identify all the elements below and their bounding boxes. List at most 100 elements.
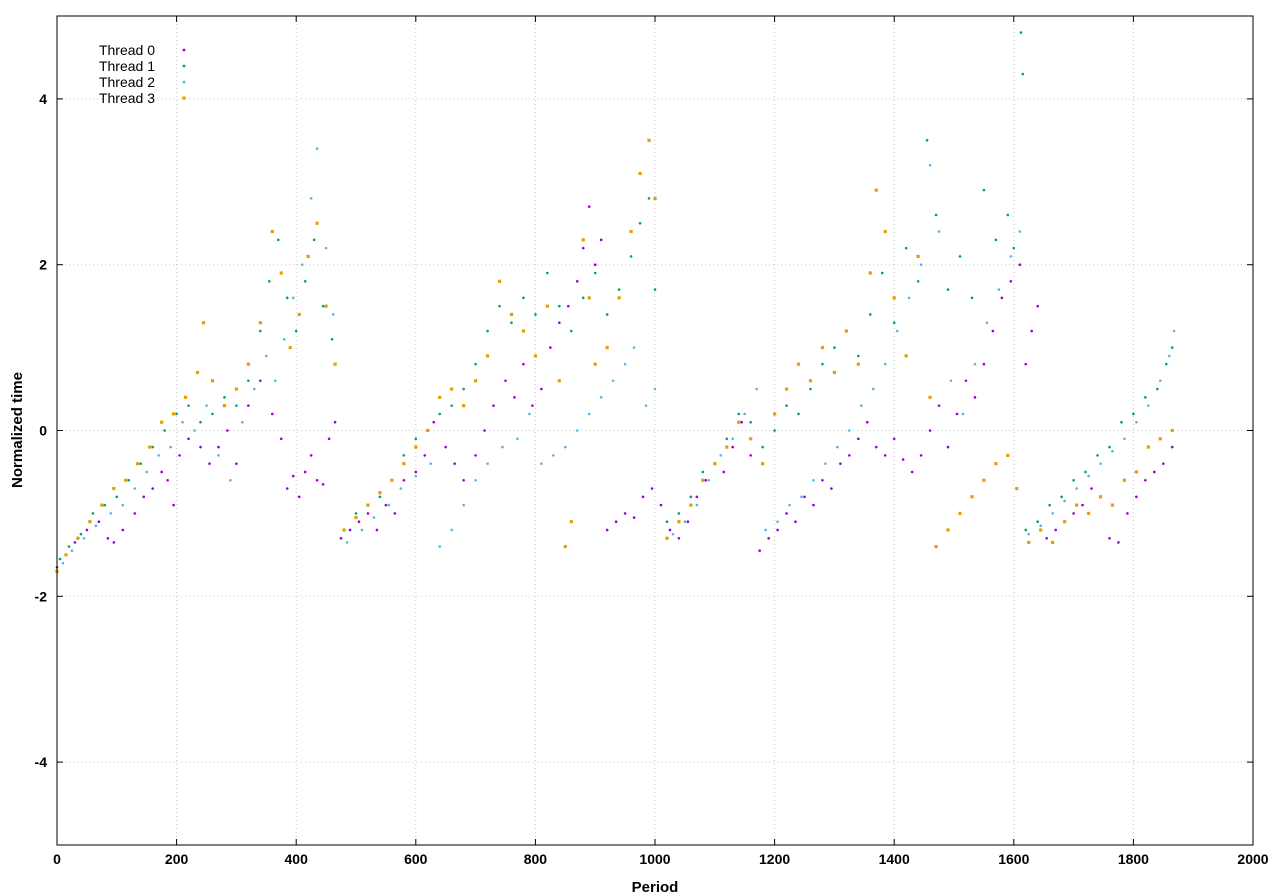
data-point (426, 428, 430, 433)
data-point (1099, 462, 1102, 465)
data-point (737, 420, 741, 424)
data-point (731, 445, 735, 449)
data-point (958, 511, 962, 515)
data-point (148, 445, 152, 449)
data-point (749, 437, 753, 441)
data-point (1084, 470, 1087, 474)
data-point (509, 312, 514, 317)
data-point (187, 404, 190, 407)
data-point (569, 329, 573, 333)
data-point (848, 454, 851, 457)
data-point (199, 445, 202, 449)
data-point (270, 229, 274, 234)
data-point (1051, 512, 1054, 515)
data-point (1036, 304, 1040, 308)
data-point (259, 379, 262, 383)
data-point (671, 532, 675, 536)
data-point (339, 536, 343, 540)
data-point (330, 338, 334, 341)
data-point (701, 478, 705, 482)
data-point (1158, 437, 1162, 441)
data-point (895, 329, 899, 333)
data-point (761, 445, 764, 449)
data-point (73, 541, 77, 544)
data-point (844, 329, 848, 333)
data-point (767, 536, 770, 540)
data-point (820, 346, 825, 350)
data-point (581, 246, 585, 250)
data-point (504, 379, 507, 383)
data-point (1021, 72, 1025, 76)
data-point (949, 379, 953, 383)
data-point (653, 196, 657, 200)
data-point (1048, 503, 1051, 507)
data-point (145, 470, 148, 474)
data-point (1120, 420, 1123, 424)
data-point (722, 470, 726, 474)
data-point (1024, 362, 1028, 366)
y-tick-label: 2 (39, 257, 47, 273)
data-point (324, 246, 328, 250)
data-point (707, 478, 711, 482)
data-point (1074, 503, 1079, 507)
data-point (1087, 474, 1090, 478)
data-point (531, 404, 534, 407)
data-point (393, 512, 397, 515)
data-point (794, 520, 797, 523)
data-point (133, 512, 137, 515)
data-point (384, 503, 388, 507)
data-point (474, 454, 477, 457)
data-point (907, 296, 911, 300)
data-point (1051, 540, 1055, 545)
data-point (360, 528, 364, 532)
data-point (273, 379, 277, 383)
data-point (833, 346, 836, 349)
data-point (740, 420, 744, 424)
data-point (106, 536, 110, 540)
data-point (375, 528, 379, 532)
data-point (1096, 454, 1099, 457)
axis-ticks (56, 16, 1254, 845)
data-point (668, 528, 672, 532)
data-point (315, 478, 319, 482)
data-point (76, 536, 80, 540)
data-point (112, 486, 116, 491)
data-point (513, 396, 516, 399)
data-point (285, 487, 289, 490)
data-point (773, 429, 776, 432)
data-point (109, 512, 113, 515)
data-point (1012, 246, 1016, 250)
data-point (321, 304, 325, 308)
data-point (85, 528, 89, 532)
data-point (498, 304, 501, 308)
data-point (1134, 470, 1138, 474)
data-point (483, 429, 486, 432)
data-point (689, 495, 693, 499)
data-point (166, 478, 169, 482)
data-point (195, 370, 200, 375)
data-point (1036, 520, 1040, 523)
data-point (70, 549, 74, 553)
data-point (462, 503, 465, 507)
data-point (839, 462, 842, 465)
data-point (683, 520, 687, 523)
data-point (638, 171, 642, 176)
data-point (892, 296, 896, 300)
data-point (1072, 512, 1075, 515)
data-point (1000, 296, 1004, 300)
data-point (910, 470, 914, 474)
data-point (121, 503, 125, 507)
data-point (880, 271, 884, 275)
y-tick-label: 4 (39, 91, 47, 107)
data-point (414, 474, 418, 478)
data-point (450, 404, 453, 407)
data-point (916, 254, 920, 259)
x-tick-label: 0 (53, 851, 61, 867)
data-point (937, 404, 941, 407)
data-point (970, 296, 974, 300)
data-point (1146, 445, 1150, 449)
data-point (689, 503, 693, 507)
data-point (796, 362, 801, 366)
data-point (497, 279, 502, 283)
